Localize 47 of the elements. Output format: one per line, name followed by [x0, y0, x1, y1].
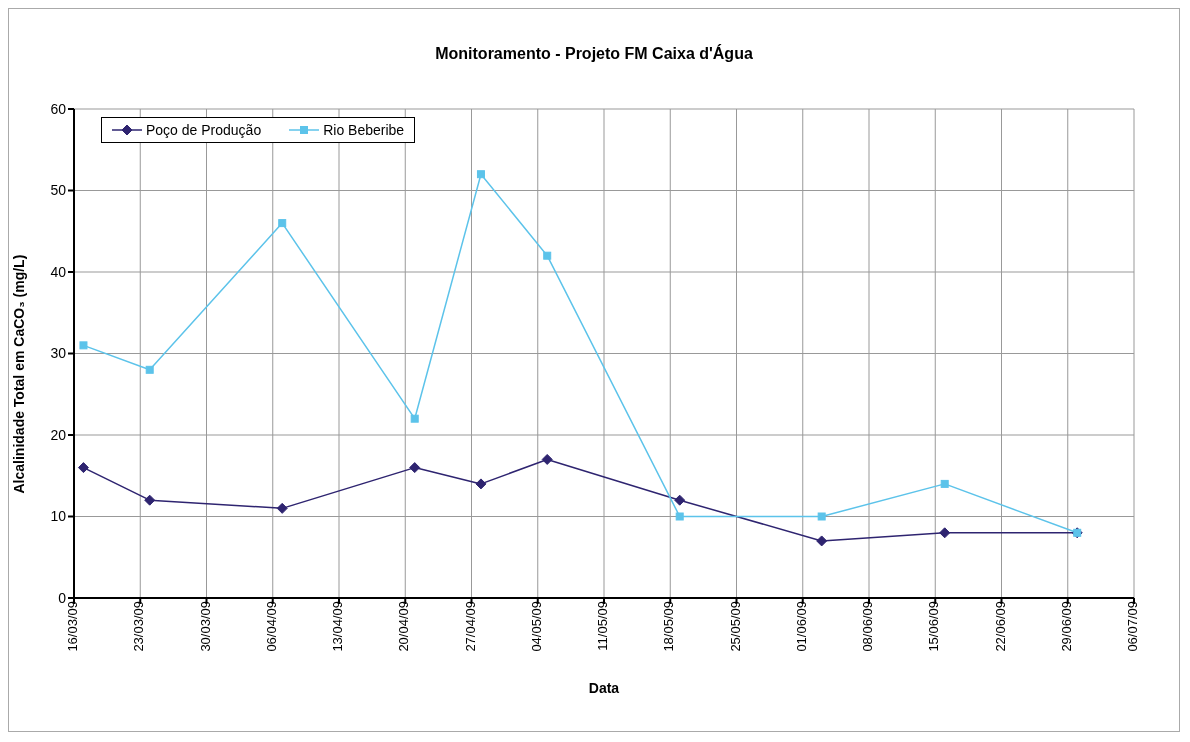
y-tick-label: 20	[50, 426, 67, 443]
x-tick-label: 23/03/09	[131, 601, 147, 652]
chart-title: Monitoramento - Projeto FM Caixa d'Água	[434, 45, 754, 63]
x-tick-label: 11/05/09	[595, 601, 611, 651]
y-tick-label: 40	[50, 263, 67, 280]
x-tick-label: 29/06/09	[1058, 601, 1074, 652]
point	[939, 527, 951, 539]
y-tick-label: 50	[50, 182, 67, 199]
x-tick-label: 27/04/09	[462, 601, 478, 652]
point	[817, 512, 826, 521]
x-tick-label: 13/04/09	[330, 601, 346, 652]
x-tick-label: 06/07/09	[1125, 601, 1141, 652]
point	[144, 494, 156, 506]
x-tick-label: 16/03/09	[65, 601, 81, 652]
point	[940, 479, 949, 488]
y-axis-title: Alcalinidade Total em CaCO₃ (mg/L)	[10, 254, 27, 494]
x-tick-label: 01/06/09	[793, 601, 809, 652]
x-tick-label: 18/05/09	[661, 601, 677, 652]
x-tick-label: 20/04/09	[396, 601, 412, 652]
point	[816, 535, 828, 547]
x-tick-label: 30/03/09	[197, 601, 213, 652]
x-tick-label: 15/06/09	[926, 601, 942, 652]
point	[541, 453, 553, 465]
point	[79, 341, 88, 350]
y-tick-label: 30	[50, 345, 67, 362]
point	[276, 502, 288, 514]
point	[145, 365, 154, 374]
y-tick-label: 0	[58, 589, 67, 606]
y-tick-label: 10	[50, 508, 67, 525]
point	[543, 251, 552, 260]
x-tick-label: 08/06/09	[860, 601, 876, 652]
x-tick-label: 06/04/09	[263, 601, 279, 652]
point	[278, 219, 287, 228]
point	[409, 462, 421, 474]
y-tick-label: 60	[50, 100, 67, 117]
legend-label: Poço de Produção	[146, 122, 262, 138]
x-tick-label: 22/06/09	[992, 601, 1008, 652]
point	[675, 512, 684, 521]
point	[475, 478, 487, 490]
point	[476, 170, 485, 179]
point	[674, 494, 686, 506]
point	[77, 462, 89, 474]
x-tick-label: 04/05/09	[528, 601, 544, 652]
point	[410, 414, 419, 423]
legend-label: Rio Beberibe	[323, 122, 405, 138]
x-axis-title: Data	[588, 680, 620, 696]
x-tick-label: 25/05/09	[727, 601, 743, 652]
